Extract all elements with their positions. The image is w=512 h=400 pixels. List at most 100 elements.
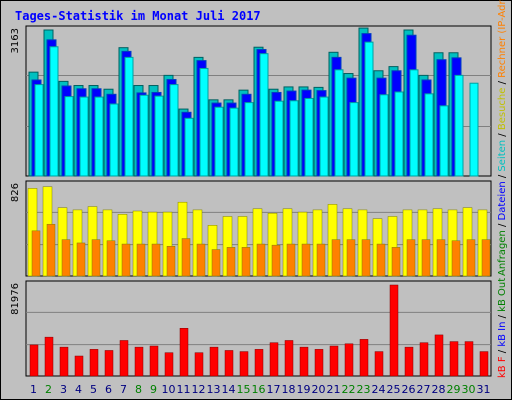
bar-traffic-day-20 [314, 349, 324, 377]
bar-seiten-day-6 [109, 103, 119, 177]
bar-traffic-day-7 [119, 340, 129, 377]
x-tick-label-day-12: 12 [192, 383, 206, 396]
bar-traffic-day-23 [359, 339, 369, 377]
x-tick-label-day-23: 23 [357, 383, 371, 396]
bar-seiten-day-15 [244, 102, 254, 177]
bar-traffic-day-18 [284, 340, 294, 377]
x-tick-label-day-14: 14 [222, 383, 236, 396]
bar-seiten-day-20 [319, 96, 329, 177]
bar-traffic-day-19 [299, 346, 309, 377]
x-tick-label-day-11: 11 [177, 383, 191, 396]
bar-seiten-day-7 [124, 56, 134, 177]
bar-traffic-day-25 [389, 284, 399, 377]
bar-traffic-day-30 [464, 341, 474, 377]
x-tick-label-day-4: 4 [75, 383, 82, 396]
x-tick-label-day-24: 24 [372, 383, 386, 396]
x-tick-label-day-15: 15 [237, 383, 251, 396]
x-tick-label-day-29: 29 [447, 383, 461, 396]
bar-seiten-day-23 [364, 41, 374, 177]
x-tick-label-day-27: 27 [417, 383, 431, 396]
bar-hosts-day-1 [31, 230, 41, 277]
bar-traffic-day-9 [149, 345, 159, 377]
x-tick-label-day-17: 17 [267, 383, 281, 396]
bar-hosts-day-3 [61, 239, 71, 277]
bar-hosts-day-23 [361, 239, 371, 277]
x-tick-label-day-19: 19 [297, 383, 311, 396]
bar-seiten-day-17 [274, 100, 284, 177]
bar-hosts-day-19 [301, 243, 311, 277]
x-tick-label-day-18: 18 [282, 383, 296, 396]
bar-hosts-day-24 [376, 243, 386, 277]
bar-seiten-day-16 [259, 53, 269, 177]
bar-hosts-day-31 [481, 239, 491, 277]
bar-traffic-day-5 [89, 349, 99, 377]
bar-seiten-day-30 [469, 82, 479, 177]
x-tick-label-day-6: 6 [105, 383, 112, 396]
bar-seiten-day-21 [334, 69, 344, 177]
chart-title: Tages-Statistik im Monat Juli 2017 [15, 9, 261, 23]
legend-lower: kB F / kB In / kB Out [497, 278, 508, 378]
x-tick-label-day-30: 30 [462, 383, 476, 396]
bar-seiten-day-3 [64, 96, 74, 177]
legend-lower-part-3: / [497, 312, 508, 322]
bar-traffic-day-6 [104, 350, 114, 377]
bar-hosts-day-8 [136, 243, 146, 277]
bar-traffic-day-31 [479, 351, 489, 377]
bar-hosts-day-20 [316, 243, 326, 277]
bar-hosts-day-5 [91, 239, 101, 277]
x-tick-label-day-3: 3 [60, 383, 67, 396]
x-tick-label-day-22: 22 [342, 383, 356, 396]
bar-traffic-day-27 [419, 342, 429, 377]
legend-upper-part-3: / [497, 172, 508, 182]
x-tick-label-day-8: 8 [135, 383, 142, 396]
bar-seiten-day-27 [424, 93, 434, 177]
bar-traffic-day-16 [254, 349, 264, 377]
bar-seiten-day-11 [184, 117, 194, 177]
bar-traffic-day-12 [194, 352, 204, 377]
bar-traffic-day-15 [239, 351, 249, 377]
bar-hosts-day-30 [466, 239, 476, 277]
bar-seiten-day-18 [289, 100, 299, 177]
bar-hosts-day-14 [226, 247, 236, 277]
bar-hosts-day-22 [346, 239, 356, 277]
bar-traffic-day-8 [134, 346, 144, 377]
bar-hosts-day-4 [76, 242, 86, 277]
bar-hosts-day-12 [196, 243, 206, 277]
bar-traffic-day-17 [269, 342, 279, 377]
x-tick-label-day-20: 20 [312, 383, 326, 396]
bar-seiten-day-24 [379, 94, 389, 177]
legend-upper-part-1: / [497, 220, 508, 230]
x-tick-label-day-9: 9 [150, 383, 157, 396]
bar-hosts-day-15 [241, 247, 251, 277]
bar-seiten-day-9 [154, 95, 164, 177]
bar-seiten-day-26 [409, 69, 419, 177]
bar-traffic-day-2 [44, 336, 54, 377]
bar-seiten-day-29 [454, 74, 464, 177]
legend-lower-part-1: / [497, 347, 508, 357]
bar-hosts-day-10 [166, 246, 176, 277]
bar-traffic-day-14 [224, 350, 234, 377]
bar-hosts-day-9 [151, 243, 161, 277]
bar-seiten-day-12 [199, 67, 209, 177]
bar-hosts-day-18 [286, 243, 296, 277]
ymax-label-visits-panel: 826 [10, 183, 21, 202]
x-tick-label-day-25: 25 [387, 383, 401, 396]
bar-traffic-day-29 [449, 341, 459, 377]
bar-traffic-day-13 [209, 346, 219, 377]
x-tick-label-day-26: 26 [402, 383, 416, 396]
bar-traffic-day-24 [374, 351, 384, 377]
ymax-label-requests-panel: 3163 [10, 28, 21, 53]
bar-hosts-day-11 [181, 238, 191, 277]
bar-seiten-day-25 [394, 91, 404, 177]
bar-seiten-day-19 [304, 97, 314, 177]
bar-seiten-day-1 [34, 84, 44, 177]
bar-traffic-day-4 [74, 355, 84, 377]
ymax-label-traffic-panel: 81976 [10, 283, 21, 315]
x-tick-label-day-13: 13 [207, 383, 221, 396]
bar-hosts-day-6 [106, 240, 116, 277]
bar-hosts-day-25 [391, 247, 401, 277]
bar-seiten-day-14 [229, 107, 239, 177]
x-tick-label-day-7: 7 [120, 383, 127, 396]
